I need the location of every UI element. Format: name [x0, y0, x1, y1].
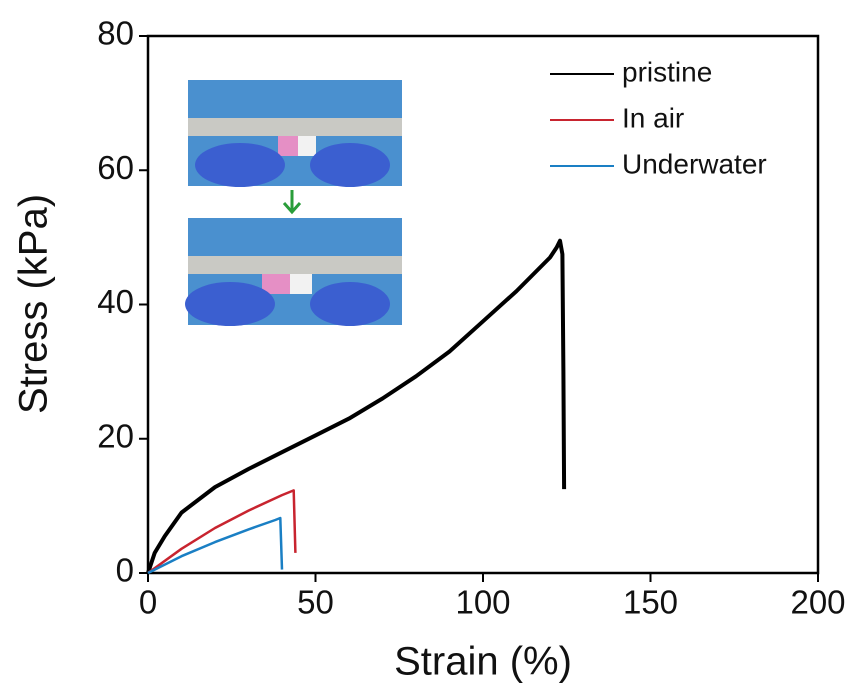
- x-axis-label: Strain (%): [394, 640, 572, 684]
- y-tick-label: 20: [97, 417, 134, 454]
- y-tick-label: 0: [116, 552, 134, 589]
- inset-photos: [185, 80, 402, 326]
- x-tick-label: 100: [455, 584, 510, 621]
- series-line: [147, 489, 297, 575]
- sample-pink: [278, 136, 298, 156]
- y-tick-label: 60: [97, 149, 134, 186]
- glove: [185, 282, 275, 326]
- glove: [310, 282, 390, 326]
- sample-white: [290, 274, 312, 294]
- sample-white: [298, 136, 316, 156]
- x-tick-label: 200: [790, 584, 845, 621]
- glove: [195, 143, 285, 187]
- arrow: [282, 190, 302, 215]
- y-tick-label: 80: [97, 15, 134, 52]
- series-line: [147, 516, 284, 575]
- x-tick-label: 150: [623, 584, 678, 621]
- glove: [310, 143, 390, 187]
- y-tick-label: 40: [97, 283, 134, 320]
- x-tick-label: 50: [297, 584, 334, 621]
- legend-label: pristine: [622, 56, 712, 87]
- ruler: [188, 118, 402, 136]
- x-tick-label: 0: [139, 584, 157, 621]
- legend-label: In air: [622, 102, 684, 133]
- ruler: [188, 256, 402, 274]
- y-axis-label: Stress (kPa): [12, 194, 56, 414]
- series-line: [146, 238, 567, 574]
- sample-pink: [262, 274, 290, 294]
- legend-label: Underwater: [622, 148, 767, 179]
